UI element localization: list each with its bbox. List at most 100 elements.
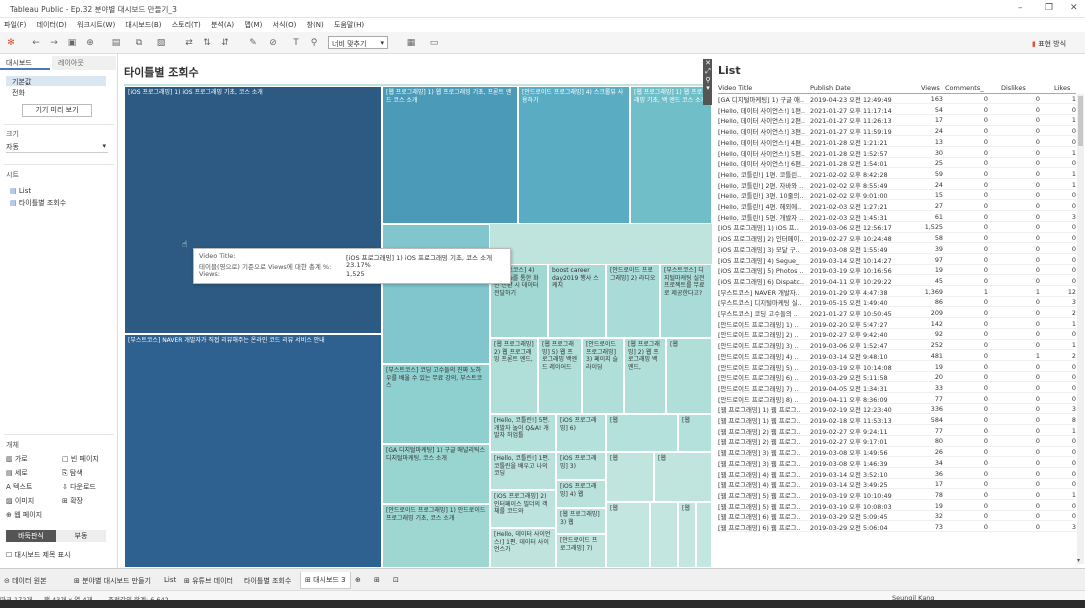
treemap-cell[interactable]: [iOS 프로그래밍] 6) [556,414,606,452]
object-download[interactable]: ⇩ 다운로드 [62,482,96,492]
clear-icon[interactable]: ▧ [156,38,166,48]
tab-layout[interactable]: 레이아웃 [52,56,116,70]
table-row[interactable]: [안드로이드 프로그래밍] 6) .. 2019-03-29 오전 5:11:58… [718,372,1076,383]
menu-file[interactable]: 파일(F) [4,21,27,29]
table-row[interactable]: [Hello, 데이터 사이언스!] 2편.. 2021-01-27 오후 11:… [718,115,1076,126]
table-row[interactable]: [안드로이드 프로그래밍] 1) .. 2019-02-20 오후 5:47:27… [718,319,1076,329]
table-row[interactable]: [Hello, 코틀린!] 5편. 개발자 .. 2021-02-03 오전 1:… [718,212,1076,222]
menu-analysis[interactable]: 분석(A) [210,21,235,29]
tab-list[interactable]: List [164,576,177,584]
size-dropdown[interactable]: 자동 ▾ [6,142,108,153]
treemap-cell[interactable]: [웹 [678,502,696,568]
swap-icon[interactable]: ⇄ [185,38,193,48]
treemap-cell[interactable]: [웹 [678,414,712,452]
treemap-cell[interactable] [696,502,712,568]
table-row[interactable]: [웹 프로그래밍] 6) 웹 프로그.. 2019-03-29 오전 5:09:4… [718,511,1076,522]
table-row[interactable]: [iOS 프로그래밍] 4) Segue_ 2019-03-14 오전 10:14… [718,255,1076,265]
table-row[interactable]: [안드로이드 프로그래밍] 4) .. 2019-03-14 오전 9:48:10… [718,351,1076,361]
device-phone[interactable]: 전화 [12,89,25,97]
menu-dashboard[interactable]: 대시보드(B) [125,21,162,29]
column-header[interactable]: Publish Date [810,84,851,92]
table-row[interactable]: [웹 프로그래밍] 4) 웹 프로그.. 2019-03-14 오전 3:49:2… [718,479,1076,490]
table-row[interactable]: [Hello, 코틀린!] 1편. 코틀린.. 2021-02-02 오후 8:4… [718,169,1076,180]
present-mode-button[interactable]: ▮ 표현 방식 [1032,39,1066,49]
object-webpage[interactable]: ⊕ 웹 페이지 [6,510,42,520]
treemap-cell[interactable]: [iOS 프로그래밍] 2) 인터페이스 빌더의 객체를 코드와 [490,490,556,528]
treemap-cell[interactable]: [Hello, 코틀린!] 5편. 개발자 놀이 Q&A! 개발자 허업틀 [490,414,556,452]
table-row[interactable]: [Hello, 데이터 사이언스!] 4편.. 2021-01-28 오전 1:2… [718,137,1076,147]
fit-dropdown[interactable]: 너비 맞추기 ▾ [328,36,388,49]
show-cards-icon[interactable]: ▦ [406,38,416,48]
treemap-cell[interactable]: [부스트코스] NAVER 개발자가 직접 리뷰해주는 온라인 코드 리뷰 서비… [124,334,382,568]
new-sheet-icon[interactable]: ▤ [111,38,121,48]
treemap-cell[interactable]: [iOS 프로그래밍] 1) iOS 프로그래밍 기초, 코스 소개 [124,86,382,334]
highlight-icon[interactable]: ✎ [249,38,257,48]
table-row[interactable]: [웹 프로그래밍] 3) 웹 프로그.. 2019-03-08 오후 1:49:5… [718,447,1076,458]
table-row[interactable]: [Hello, 데이터 사이언스!] 6편.. 2021-01-28 오전 1:5… [718,158,1076,169]
tab-dashboard[interactable]: 대시보드 [0,56,50,70]
column-header[interactable]: Comments_ [945,84,984,92]
treemap-cell[interactable]: [웹 [606,414,678,452]
table-row[interactable]: [웹 프로그래밍] 4) 웹 프로그.. 2019-03-14 오전 3:52:1… [718,469,1076,479]
treemap-cell[interactable]: [웹 프로그래밍] 5) 웹 프로그래밍 백엔드 레이어드 [538,338,582,414]
table-row[interactable]: [안드로이드 프로그래밍] 3) .. 2019-03-06 오후 1:52:47… [718,340,1076,351]
table-row[interactable]: [iOS 프로그래밍] 3) 모달 구.. 2019-03-08 오전 1:55:… [718,244,1076,254]
treemap-cell[interactable]: boost career day2019 행사 스케치 [548,264,606,338]
treemap-cell[interactable]: [부스트코스] 디지털마케팅 실전 프로젝트를 무료로 제공한다고? [660,264,712,338]
treemap-cell[interactable]: [웹 프로그래밍] 1) 웹 프로그래밍 기초, 백 엔드 코스 소개 [630,86,712,224]
table-row[interactable]: [웹 프로그래밍] 3) 웹 프로그.. 2019-03-08 오후 1:46:3… [718,458,1076,468]
treemap-cell[interactable]: [iOS 프로그래밍] 4) 웹 [556,480,606,508]
treemap-cell[interactable]: [안드로이드 프로그래밍] 3) 페이지 슬라이딩 [582,338,624,414]
tab-treemap[interactable]: 타이틀별 조회수 [244,577,292,585]
presentation-icon[interactable]: ▭ [429,38,439,48]
treemap-cell[interactable]: [부스트코스] 코딩 고수들의 진짜 노하우를 배울 수 있는 무료 강의, 부… [382,364,490,444]
column-header[interactable]: Likes [1054,84,1071,92]
treemap-cell[interactable]: [웹 [606,502,650,568]
object-text[interactable]: A 텍스트 [6,482,32,492]
table-row[interactable]: [Hello, 코틀린!] 2편. 자바와 .. 2021-02-02 오후 8:… [718,180,1076,190]
treemap-cell[interactable]: [웹 프로그래밍] 3) 웹 [556,508,606,534]
table-row[interactable]: [웹 프로그래밍] 2) 웹 프로그.. 2019-02-27 오후 9:17:0… [718,436,1076,447]
sheet-item-treemap[interactable]: ▤ 타이틀별 조회수 [10,198,66,208]
sort-asc-icon[interactable]: ⇅ [203,38,211,48]
table-row[interactable]: [Hello, 데이터 사이언스!] 5편.. 2021-01-28 오전 1:5… [718,148,1076,158]
vertical-scrollbar[interactable]: ▾ [1077,94,1084,564]
sort-desc-icon[interactable]: ⇵ [221,38,229,48]
treemap-cell[interactable]: [안드로이드 프로그래밍] 1) 안드로이드 프로그래밍 기초, 코스 소개 [382,504,490,568]
table-row[interactable]: [부스트코스] NAVER 개발자.. 2019-01-29 오후 4:47:38… [718,287,1076,297]
tab-dashboard-3[interactable]: ⊞ 대시보드 3 [300,572,351,589]
menu-help[interactable]: 도움말(H) [334,21,365,29]
object-image[interactable]: ▨ 이미지 [6,496,34,506]
treemap-cell[interactable]: [Hello, 코틀린!] 1편. 코틀린을 배우고 나의 코딩 [490,452,556,490]
tab-dashboard-1[interactable]: ⊞ 분야별 대시보드 만들기 [74,576,151,586]
duplicate-icon[interactable]: ⧉ [135,38,143,48]
close-icon[interactable]: ✕ [705,59,711,67]
treemap-cell[interactable]: [웹 [666,338,712,414]
table-row[interactable]: [Hello, 코틀린!] 4편. 헤외에.. 2021-02-03 오전 1:2… [718,201,1076,212]
tab-youtube-data[interactable]: ⊞ 유튜브 데이터 [184,576,233,586]
expand-icon[interactable]: ⤢ [705,67,711,75]
table-row[interactable]: [웹 프로그래밍] 5) 웹 프로그.. 2019-03-19 오후 10:10:… [718,490,1076,501]
menu-worksheet[interactable]: 워크시트(W) [77,21,116,29]
group-icon[interactable]: ⊘ [269,38,277,48]
forward-icon[interactable]: → [50,38,58,48]
table-row[interactable]: [웹 프로그래밍] 1) 웹 프로그.. 2019-02-18 오후 11:53:… [718,415,1076,426]
new-worksheet-icon[interactable]: ⊕ [355,576,361,584]
labels-icon[interactable]: T [293,38,299,48]
table-row[interactable]: [부스트코스] 코딩 고수들의 .. 2021-01-27 오후 10:50:45… [718,308,1076,319]
column-header[interactable]: Video Title [718,84,753,92]
object-horizontal[interactable]: ▥ 가로 [6,454,28,464]
restore-icon[interactable]: ❐ [1045,3,1054,13]
table-row[interactable]: [부스트코스] 디지털마케팅 실.. 2019-05-15 오전 1:49:40 8… [718,297,1076,308]
treemap-cell[interactable] [382,224,490,364]
menu-window[interactable]: 창(N) [306,21,324,29]
filter-icon[interactable]: ⚲ [705,76,711,84]
treemap-cell[interactable]: [GA 디지털마케팅] 1) 구글 애널리틱스 디지털마케팅, 코스 소개 [382,444,490,504]
more-options-icon[interactable]: ▾ [706,84,710,92]
object-extension[interactable]: ⊞ 확장 [62,496,83,506]
table-row[interactable]: [iOS 프로그래밍] 2) 인터페이.. 2019-02-27 오후 10:24… [718,233,1076,244]
object-vertical[interactable]: ▤ 세로 [6,468,28,478]
tiled-toggle[interactable]: 바둑판식 [6,530,56,542]
table-row[interactable]: [안드로이드 프로그래밍] 7) .. 2019-04-05 오전 1:34:31… [718,383,1076,394]
treemap-cell[interactable]: [Hello, 데이터 사이언스!] 1편. 데이터 사이언스가 [490,528,556,568]
